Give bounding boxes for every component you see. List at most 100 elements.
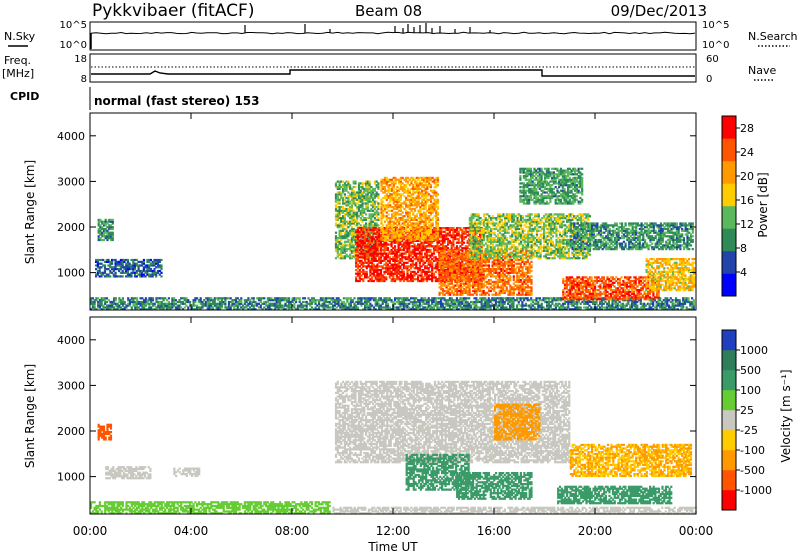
heat-cell [377,208,379,210]
heat-cell [365,213,367,215]
heat-cell [159,261,161,263]
heat-cell [352,299,354,301]
heat-cell [403,271,405,273]
heat-cell [342,206,344,208]
heat-cell [336,306,338,308]
heat-cell [102,259,104,261]
heat-cell [160,272,162,274]
heat-cell [150,259,152,261]
heat-cell [344,193,346,195]
heat-cell [340,232,342,234]
heat-cell [353,228,355,230]
heat-cell [377,217,379,219]
heat-cell [118,297,120,299]
heat-cell [380,297,382,299]
freq-label: Freq. [4,54,31,67]
heat-cell [402,212,404,214]
noise-tick-right-top: 10^5 [702,20,729,31]
heat-cell [588,305,590,307]
heat-cell [512,297,514,299]
heat-cell [467,247,469,249]
heat-cell [418,232,420,234]
heat-cell [370,217,372,219]
heat-cell [115,259,117,261]
heat-cell [295,299,297,301]
heat-cell [369,299,371,301]
heat-cell [456,245,458,247]
heat-cell [127,270,129,272]
heat-cell [299,299,301,301]
heat-cell [406,297,408,299]
heat-cell [189,301,191,303]
heat-cell [150,268,152,270]
heat-cell [358,222,360,224]
heat-cell [356,217,358,219]
heat-cell [693,299,695,301]
heat-cell [332,297,334,299]
heat-cell [468,297,470,299]
heat-cell [377,202,379,204]
heat-cell [270,297,272,299]
heat-cell [160,259,162,261]
heat-cell [463,242,465,244]
heat-cell [230,297,232,299]
heat-cell [415,262,417,264]
heat-cell [347,191,349,193]
heat-cell [340,193,342,195]
heat-cell [371,240,373,242]
heat-cell [449,231,451,233]
heat-cell [444,240,446,242]
heat-cell [360,299,362,301]
heat-cell [168,297,170,299]
heat-cell [431,269,433,271]
heat-cell [187,306,189,308]
heat-cell [375,227,377,229]
heat-cell [402,206,404,208]
heat-cell [417,276,419,278]
heat-cell [376,191,378,193]
radar-name: Pykkvibaer (fitACF) [92,1,254,21]
heat-cell [136,297,138,299]
heat-cell [424,262,426,264]
heat-cell [377,182,379,184]
heat-cell [313,297,315,299]
noise-panel: N.Sky 10^5 10^0 10^5 10^0 N.Search [4,20,798,51]
heat-cell [318,306,320,308]
heat-cell [414,208,416,210]
freq-trace [91,70,695,76]
heat-cell [391,217,393,219]
heat-cell [366,238,368,240]
heat-cell [382,224,384,226]
heat-cell [523,299,525,301]
heat-cell [171,306,173,308]
heat-cell [384,186,386,188]
heat-cell [687,297,689,299]
heat-cell [668,305,670,307]
heat-cell [263,297,265,299]
heat-cell [260,299,262,301]
heat-cell [400,208,402,210]
heat-cell [340,239,342,241]
heat-cell [530,297,532,299]
heat-cell [145,297,147,299]
heat-cell [426,201,428,203]
heat-cell [221,306,223,308]
heat-cell [164,297,166,299]
heat-cell [407,177,409,179]
date-label: 09/Dec/2013 [611,2,707,20]
heat-cell [382,217,384,219]
freq-tick-top: 18 [74,54,87,65]
heat-cell [240,299,242,301]
heat-cell [173,297,175,299]
heat-cell [335,232,337,234]
heat-cell [143,261,145,263]
freq-tick-bottom: 8 [81,74,87,85]
heat-cell [92,297,94,299]
heat-cell [288,297,290,299]
heat-cell [237,297,239,299]
heat-cell [422,260,424,262]
heat-cell [350,297,352,299]
heat-cell [380,269,382,271]
